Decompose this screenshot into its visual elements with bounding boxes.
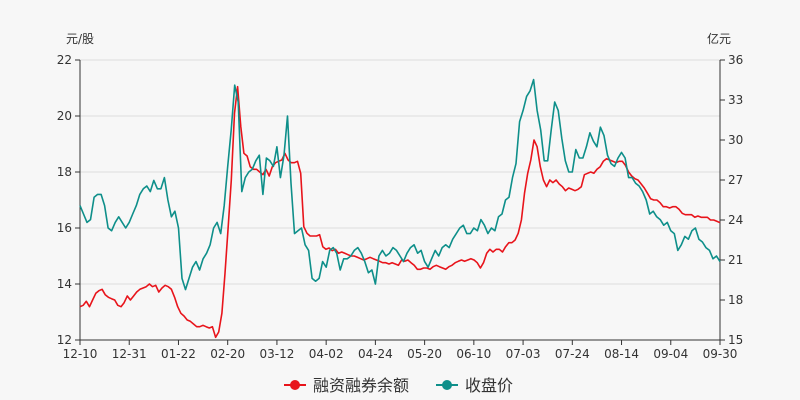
left-tick-label: 22 <box>57 53 72 67</box>
legend-item-margin-balance[interactable]: 融资融券余额 <box>284 376 409 395</box>
x-tick-label: 07-03 <box>506 347 541 361</box>
left-axis-unit: 元/股 <box>66 32 94 46</box>
legend[interactable]: 融资融券余额 收盘价 <box>284 376 513 395</box>
x-tick-label: 09-04 <box>653 347 688 361</box>
right-tick-label: 15 <box>728 333 743 347</box>
x-tick-label: 12-31 <box>112 347 147 361</box>
series-line-margin-balance <box>79 85 721 339</box>
x-tick-label: 08-14 <box>604 347 639 361</box>
right-tick-label: 36 <box>728 53 743 67</box>
left-tick-label: 14 <box>57 277 72 291</box>
gridlines <box>80 59 720 285</box>
x-tick-label: 05-20 <box>407 347 442 361</box>
right-tick-label: 30 <box>728 133 743 147</box>
x-tick-label: 12-10 <box>63 347 98 361</box>
legend-label-margin-balance: 融资融券余额 <box>313 376 409 395</box>
left-tick-label: 20 <box>57 109 72 123</box>
x-tick-label: 01-22 <box>161 347 196 361</box>
right-tick-label: 27 <box>728 173 743 187</box>
right-tick-label: 18 <box>728 293 743 307</box>
legend-label-close-price: 收盘价 <box>465 376 513 395</box>
right-axis-unit: 亿元 <box>707 31 731 46</box>
x-tick-label: 02-20 <box>210 347 245 361</box>
axes <box>79 60 721 341</box>
left-tick-label: 16 <box>57 221 72 235</box>
left-tick-label: 12 <box>57 333 72 347</box>
series-line-close-price <box>79 78 721 291</box>
right-tick-label: 24 <box>728 213 743 227</box>
x-tick-label: 04-24 <box>358 347 393 361</box>
x-tick-label: 07-24 <box>555 347 590 361</box>
legend-marker-margin-balance <box>290 380 300 390</box>
x-tick-label: 09-30 <box>703 347 738 361</box>
right-tick-label: 33 <box>728 93 743 107</box>
x-axis-ticks: 12-10 12-31 01-22 02-20 03-12 04-02 04-24 05-20… <box>63 340 738 361</box>
right-axis-ticks: 15 18 21 24 27 30 33 36 <box>720 53 743 347</box>
legend-item-close-price[interactable]: 收盘价 <box>436 376 513 395</box>
left-tick-label: 18 <box>57 165 72 179</box>
legend-marker-close-price <box>442 380 452 390</box>
x-tick-label: 04-02 <box>309 347 344 361</box>
x-tick-label: 03-12 <box>259 347 294 361</box>
right-tick-label: 21 <box>728 253 743 267</box>
series-lines <box>79 78 721 339</box>
x-tick-label: 06-10 <box>456 347 491 361</box>
left-axis-ticks: 12 14 16 18 20 22 <box>57 53 80 347</box>
